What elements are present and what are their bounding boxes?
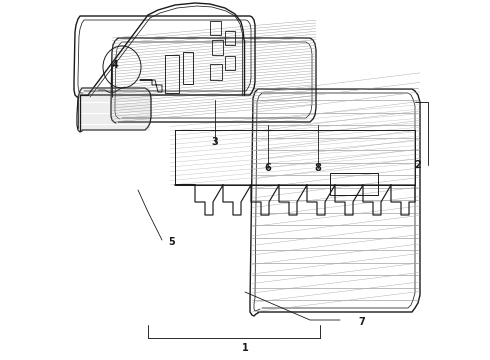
Bar xyxy=(210,21,221,35)
Bar xyxy=(210,64,222,80)
Bar xyxy=(165,55,179,93)
Text: 1: 1 xyxy=(242,343,248,353)
Bar xyxy=(225,31,235,45)
Bar xyxy=(330,173,378,195)
Text: 7: 7 xyxy=(359,317,366,327)
Text: 8: 8 xyxy=(315,163,321,173)
Text: 4: 4 xyxy=(112,60,119,70)
Text: 3: 3 xyxy=(212,137,219,147)
Text: 5: 5 xyxy=(169,237,175,247)
Bar xyxy=(183,52,193,84)
Bar xyxy=(212,40,223,55)
Text: 2: 2 xyxy=(415,160,421,170)
Text: 6: 6 xyxy=(265,163,271,173)
Bar xyxy=(225,56,235,70)
